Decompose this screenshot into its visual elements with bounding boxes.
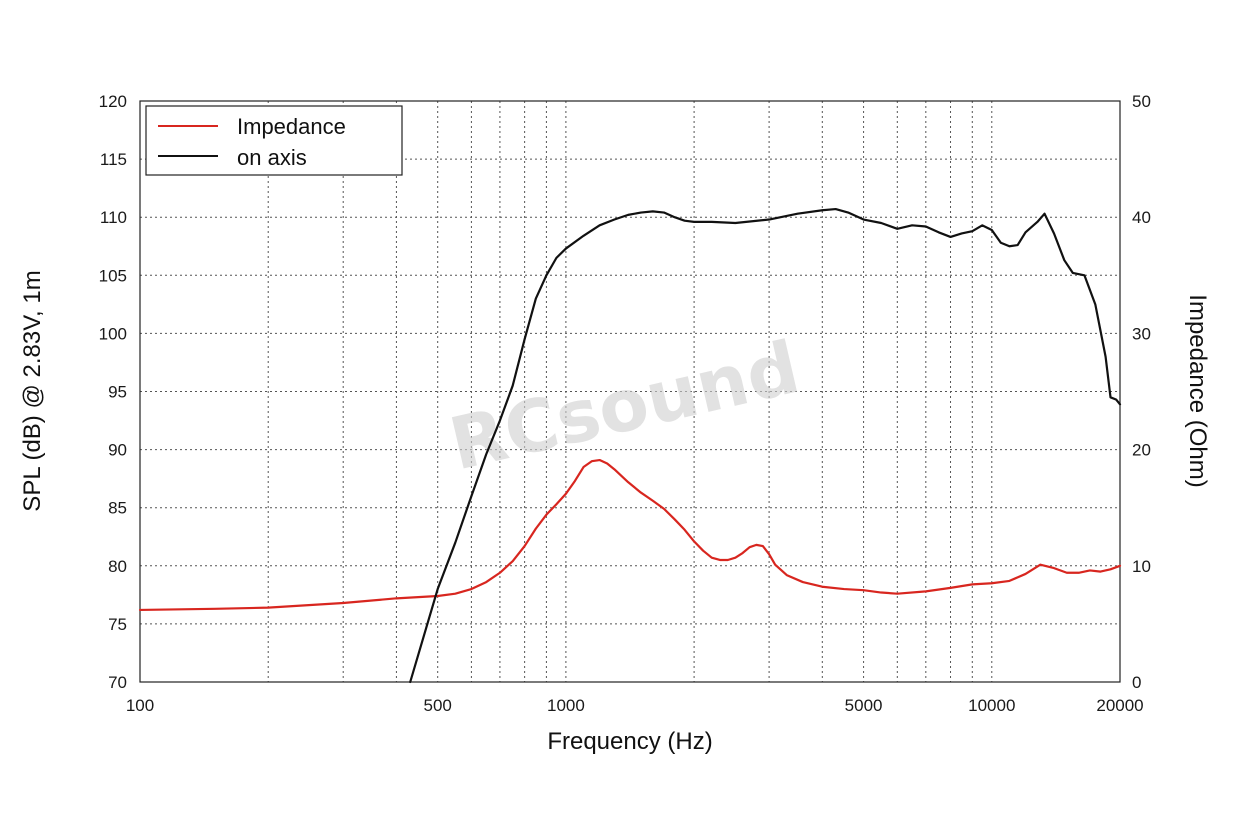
y-left-tick-label: 75 [108, 615, 127, 634]
y-right-tick-label: 10 [1132, 557, 1151, 576]
y-axis-title-left: SPL (dB) @ 2.83V, 1m [19, 270, 46, 511]
y-right-tick-label: 20 [1132, 441, 1151, 460]
y-left-tick-label: 70 [108, 673, 127, 692]
series-line-impedance [138, 458, 1122, 612]
y-left-tick-label: 100 [99, 324, 127, 343]
y-axis-title-right: Impedance (Ohm) [1184, 294, 1211, 487]
x-tick-label: 500 [424, 696, 452, 715]
y-left-tick-label: 85 [108, 499, 127, 518]
y-left-tick-label: 110 [100, 208, 127, 227]
legend-label-on-axis: on axis [237, 145, 307, 170]
plot-frame [139, 100, 1121, 683]
y-left-tick-label: 105 [99, 266, 127, 285]
x-axis-title: Frequency (Hz) [547, 728, 712, 755]
x-tick-label: 5000 [845, 696, 883, 715]
x-tick-label: 1000 [547, 696, 585, 715]
y-right-tick-label: 50 [1132, 92, 1151, 111]
y-left-tick-label: 90 [108, 441, 127, 460]
watermark-text: RCsound [442, 325, 806, 487]
legend: Impedance on axis [145, 105, 403, 176]
watermark: RCsound [442, 325, 806, 487]
y-right-tick-label: 0 [1132, 673, 1141, 692]
tick-labels: 100 500 1000 5000 10000 200007075808590951001… [99, 92, 1151, 715]
y-right-tick-label: 40 [1132, 208, 1151, 227]
series-line-on-axis [409, 207, 1122, 684]
y-left-tick-label: 115 [100, 150, 127, 169]
y-left-tick-label: 120 [99, 92, 127, 111]
x-tick-label: 10000 [968, 696, 1015, 715]
x-tick-label: 100 [126, 696, 154, 715]
y-left-tick-label: 80 [108, 557, 127, 576]
x-tick-label: 20000 [1096, 696, 1143, 715]
legend-label-impedance: Impedance [237, 114, 346, 139]
series-lines [138, 207, 1122, 684]
y-left-tick-label: 95 [108, 383, 127, 402]
y-right-tick-label: 30 [1132, 324, 1151, 343]
legend-box [145, 105, 403, 176]
grid [140, 101, 1120, 682]
